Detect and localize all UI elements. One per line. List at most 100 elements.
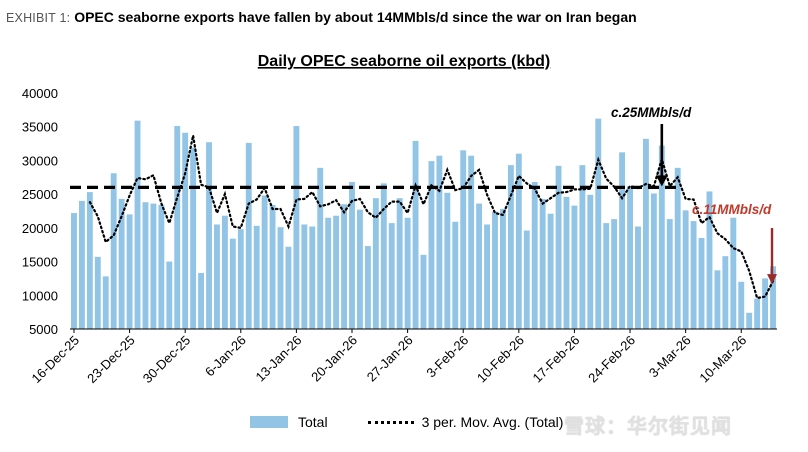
bar-series <box>71 118 776 329</box>
bar <box>571 205 578 329</box>
bar <box>698 237 705 329</box>
x-tick-label: 17-Feb-26 <box>530 333 583 386</box>
bar <box>380 183 387 329</box>
bar <box>86 192 93 329</box>
bar <box>349 182 355 329</box>
bar <box>523 230 530 329</box>
bar <box>627 186 633 329</box>
exhibit-tag: EXHIBIT 1: <box>6 11 71 25</box>
annotation-end-arrow-head <box>767 274 778 285</box>
bar <box>134 120 141 329</box>
bar <box>650 193 657 329</box>
x-axis: 16-Dec-25 23-Dec-25 30-Dec-25 6-Jan-26 13-Ja… <box>29 328 777 387</box>
bar <box>507 165 514 329</box>
bar <box>174 126 181 329</box>
bar <box>476 203 483 329</box>
x-tick-label: 20-Jan-26 <box>308 333 360 385</box>
bar <box>682 210 689 329</box>
bar <box>539 198 546 329</box>
bar <box>460 150 467 329</box>
x-tick-label: 6-Jan-26 <box>202 333 249 380</box>
bar <box>666 219 673 329</box>
bar <box>396 198 403 329</box>
bar <box>499 208 506 329</box>
legend-swatch-total <box>250 416 288 428</box>
bar <box>325 217 332 329</box>
bar <box>333 215 340 329</box>
bar <box>492 211 498 329</box>
exhibit-heading: EXHIBIT 1: OPEC seaborne exports have fa… <box>6 9 637 25</box>
bar <box>229 238 236 329</box>
bar <box>110 173 117 329</box>
bar <box>468 155 475 329</box>
y-tick-label: 35000 <box>22 120 58 135</box>
bar <box>619 152 626 329</box>
bar <box>738 281 745 329</box>
bar <box>126 214 133 329</box>
x-tick-label: 10-Mar-26 <box>696 333 749 386</box>
legend: Total 3 per. Mov. Avg. (Total) <box>250 414 563 430</box>
bar <box>293 126 300 329</box>
bar <box>317 167 324 329</box>
bar <box>563 196 570 329</box>
bar <box>372 198 379 329</box>
x-tick-label: 3-Feb-26 <box>423 333 471 381</box>
bar <box>190 147 197 329</box>
bar <box>531 182 538 329</box>
bar <box>555 165 562 329</box>
bar <box>182 132 189 329</box>
bar <box>722 256 729 329</box>
x-tick-label: 3-Mar-26 <box>646 333 694 381</box>
bar <box>245 142 252 329</box>
bar <box>277 227 284 329</box>
bar <box>754 298 761 329</box>
bar <box>746 312 753 329</box>
x-tick-label: 13-Jan-26 <box>253 333 305 385</box>
x-tick-label: 23-Dec-25 <box>84 333 138 387</box>
bar <box>118 198 125 329</box>
y-tick-label: 30000 <box>22 153 58 168</box>
annotation-top-arrow-head <box>655 175 668 187</box>
bar <box>341 204 348 329</box>
bar <box>730 217 737 329</box>
bar <box>436 155 443 329</box>
legend-label-mavg: 3 per. Mov. Avg. (Total) <box>421 414 564 430</box>
bar <box>261 195 268 329</box>
x-tick-label: 24-Feb-26 <box>585 333 638 386</box>
y-tick-label: 25000 <box>22 187 58 202</box>
moving-average-line <box>88 135 775 300</box>
y-tick-label: 5000 <box>29 322 58 337</box>
y-tick-label: 40000 <box>22 86 58 101</box>
bar <box>78 200 85 329</box>
bar <box>388 223 395 329</box>
bar <box>579 165 586 329</box>
x-tick-label: 27-Jan-26 <box>364 333 416 385</box>
x-tick-label: 16-Dec-25 <box>29 333 83 387</box>
bar <box>706 191 713 329</box>
bar <box>301 224 308 329</box>
bar <box>642 138 649 329</box>
bar <box>762 278 769 329</box>
bar <box>253 225 260 329</box>
annotations: c.25MMbls/d c.11MMbls/d <box>611 105 778 285</box>
bar <box>150 203 157 329</box>
bar <box>206 142 212 329</box>
legend-label-total: Total <box>298 414 328 430</box>
y-tick-label: 10000 <box>22 288 58 303</box>
bar <box>198 273 205 329</box>
bar <box>166 261 173 329</box>
x-tick-label: 30-Dec-25 <box>140 333 194 387</box>
bar <box>484 224 490 329</box>
bar <box>404 217 411 329</box>
bar <box>237 229 244 329</box>
bar <box>515 153 522 329</box>
bar <box>547 213 554 329</box>
bar <box>587 194 594 329</box>
bar <box>770 266 776 329</box>
chart-title: Daily OPEC seaborne oil exports (kbd) <box>258 53 551 70</box>
bar <box>674 167 681 329</box>
bar <box>94 256 101 329</box>
bar <box>357 209 363 329</box>
bar <box>142 202 149 329</box>
